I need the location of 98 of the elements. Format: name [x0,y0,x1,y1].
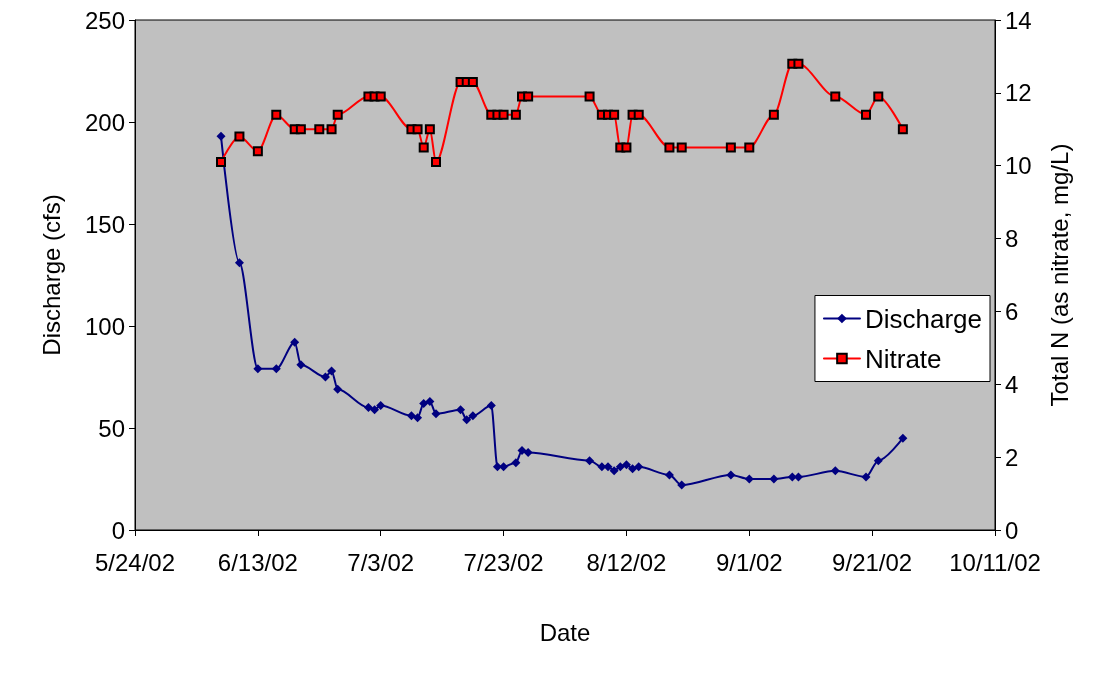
point [769,474,779,484]
point [424,124,435,135]
point [295,124,306,135]
point [585,456,595,466]
point [510,109,521,120]
x-tick-label: 8/12/02 [586,548,667,576]
point [664,470,674,480]
x-tick-label: 9/21/02 [832,548,913,576]
y2-axis-title: Total N (as nitrate, mg/L) [1045,143,1073,407]
point [873,456,883,466]
point [768,109,779,120]
y2-tick-label: 4 [1005,370,1019,398]
y-tick-label: 0 [111,516,125,544]
point [676,142,687,153]
legend-label: Nitrate [864,343,942,374]
point [419,399,429,409]
point [499,462,509,472]
point [633,109,644,120]
point [628,464,638,474]
x-tick-label: 5/24/02 [94,548,176,576]
point [861,472,871,482]
point [216,157,226,168]
point [621,460,631,470]
y-tick-label: 250 [84,6,125,34]
point [621,142,632,153]
point [830,91,841,102]
point [523,91,534,102]
point [664,142,675,153]
point [725,142,736,153]
y2-tick-label: 0 [1005,516,1019,544]
point [327,366,337,376]
point [370,405,380,415]
point [413,413,423,423]
point [412,124,423,135]
point [271,109,282,120]
point [326,124,337,135]
y2-tick-label: 6 [1005,297,1019,325]
x-tick-label: 9/1/02 [715,548,783,576]
point [234,131,245,142]
point [332,109,343,120]
point [431,409,441,419]
point [523,447,533,457]
x-tick-label: 7/23/02 [463,548,544,576]
point [376,401,386,411]
point [793,58,804,69]
point [234,258,244,268]
point [498,109,509,120]
point [609,466,619,476]
point [677,480,687,490]
y2-tick-label: 12 [1005,79,1032,107]
point [898,433,908,443]
y2-tick-label: 2 [1005,443,1019,471]
point [431,157,441,168]
point [830,466,840,476]
y-tick-label: 200 [84,108,125,136]
point [744,142,755,153]
legend-label: Discharge [864,303,983,334]
point [873,91,884,102]
point [726,470,736,480]
point [271,364,281,374]
point [425,396,435,406]
point [253,364,263,374]
y-tick-label: 150 [84,210,125,238]
y2-tick-label: 8 [1005,225,1019,253]
point [861,109,871,120]
point [462,415,472,425]
point [609,109,620,120]
point [296,360,306,370]
y-axis-title: Discharge (cfs) [37,194,65,356]
point [467,76,478,87]
point [744,474,754,484]
point [468,411,478,421]
point [456,405,466,415]
x-tick-label: 6/13/02 [217,548,298,576]
point [418,142,429,153]
point [375,91,386,102]
point [363,403,373,413]
point [511,458,521,468]
point [406,411,416,421]
point [216,131,226,141]
point [320,372,330,382]
point [584,91,595,102]
point [314,124,325,135]
point [897,124,908,135]
y2-tick-label: 14 [1005,6,1032,34]
x-tick-label: 10/11/02 [949,548,1041,576]
point [290,337,300,347]
y-tick-label: 50 [98,414,125,442]
x-tick-label: 7/3/02 [347,548,415,576]
point [252,146,263,157]
point [517,445,527,455]
point [634,462,644,472]
y-tick-label: 100 [84,312,125,340]
point [615,462,625,472]
y2-tick-label: 10 [1005,152,1032,180]
point [333,384,343,394]
point [486,401,496,411]
x-axis-title: Date [539,618,591,646]
